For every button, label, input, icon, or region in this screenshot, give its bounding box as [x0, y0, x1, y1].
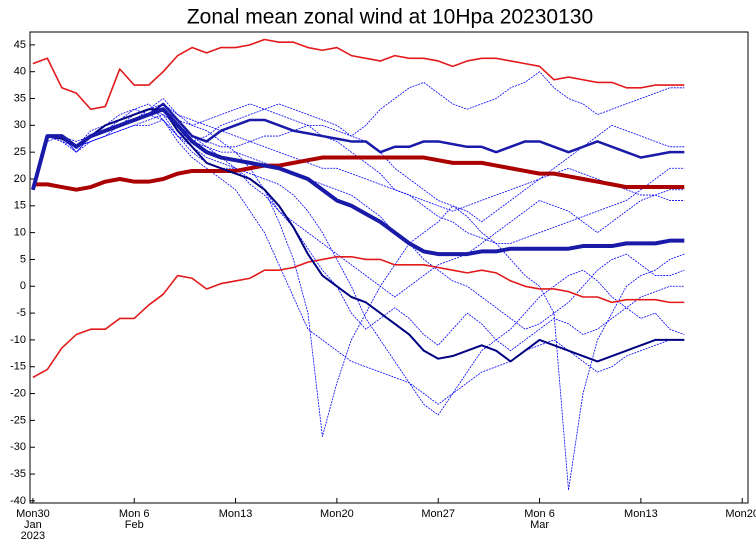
- x-tick-label: Mon20: [725, 508, 756, 520]
- y-tick-label: -5: [16, 307, 26, 319]
- y-tick-label: 45: [14, 39, 26, 51]
- y-tick-label: 5: [20, 253, 26, 265]
- data-line: [32, 38, 685, 111]
- data-line: [31, 108, 685, 363]
- data-line: [32, 71, 685, 190]
- x-tick-label: Mon27: [421, 508, 456, 520]
- data-line: [32, 119, 685, 405]
- y-tick-label: 0: [20, 280, 26, 292]
- data-line: [30, 107, 685, 257]
- chart-title: Zonal mean zonal wind at 10Hpa 20230130: [187, 6, 593, 29]
- x-tick-label: Mon 6 Feb: [118, 508, 150, 531]
- y-tick-label: 30: [14, 119, 26, 131]
- plot-frame: [29, 31, 749, 504]
- x-tick-label: Mon20: [320, 508, 354, 520]
- x-tick-label: Mon13: [218, 508, 253, 520]
- y-tick-label: -10: [10, 334, 26, 346]
- y-tick-label: 40: [14, 66, 26, 78]
- y-tick-label: -35: [10, 468, 26, 480]
- x-tick-label: Mon13: [624, 508, 658, 520]
- y-tick-label: -25: [10, 414, 26, 426]
- y-tick-label: -30: [10, 441, 26, 453]
- x-tick-label: Mon30 Jan 2023: [16, 508, 50, 542]
- y-tick-label: -15: [10, 361, 26, 373]
- y-tick-label: 25: [14, 146, 26, 158]
- y-tick-label: 15: [14, 200, 26, 212]
- y-tick-label: 35: [14, 92, 26, 104]
- y-tick-label: 20: [14, 173, 26, 185]
- data-line: [32, 114, 685, 416]
- data-line: [32, 155, 685, 192]
- data-line: [32, 255, 685, 379]
- y-tick-label: 10: [14, 227, 26, 239]
- y-tick-label: -20: [10, 387, 26, 399]
- y-tick-label: -40: [10, 495, 26, 507]
- x-tick-label: Mon 6 Mar: [524, 508, 555, 531]
